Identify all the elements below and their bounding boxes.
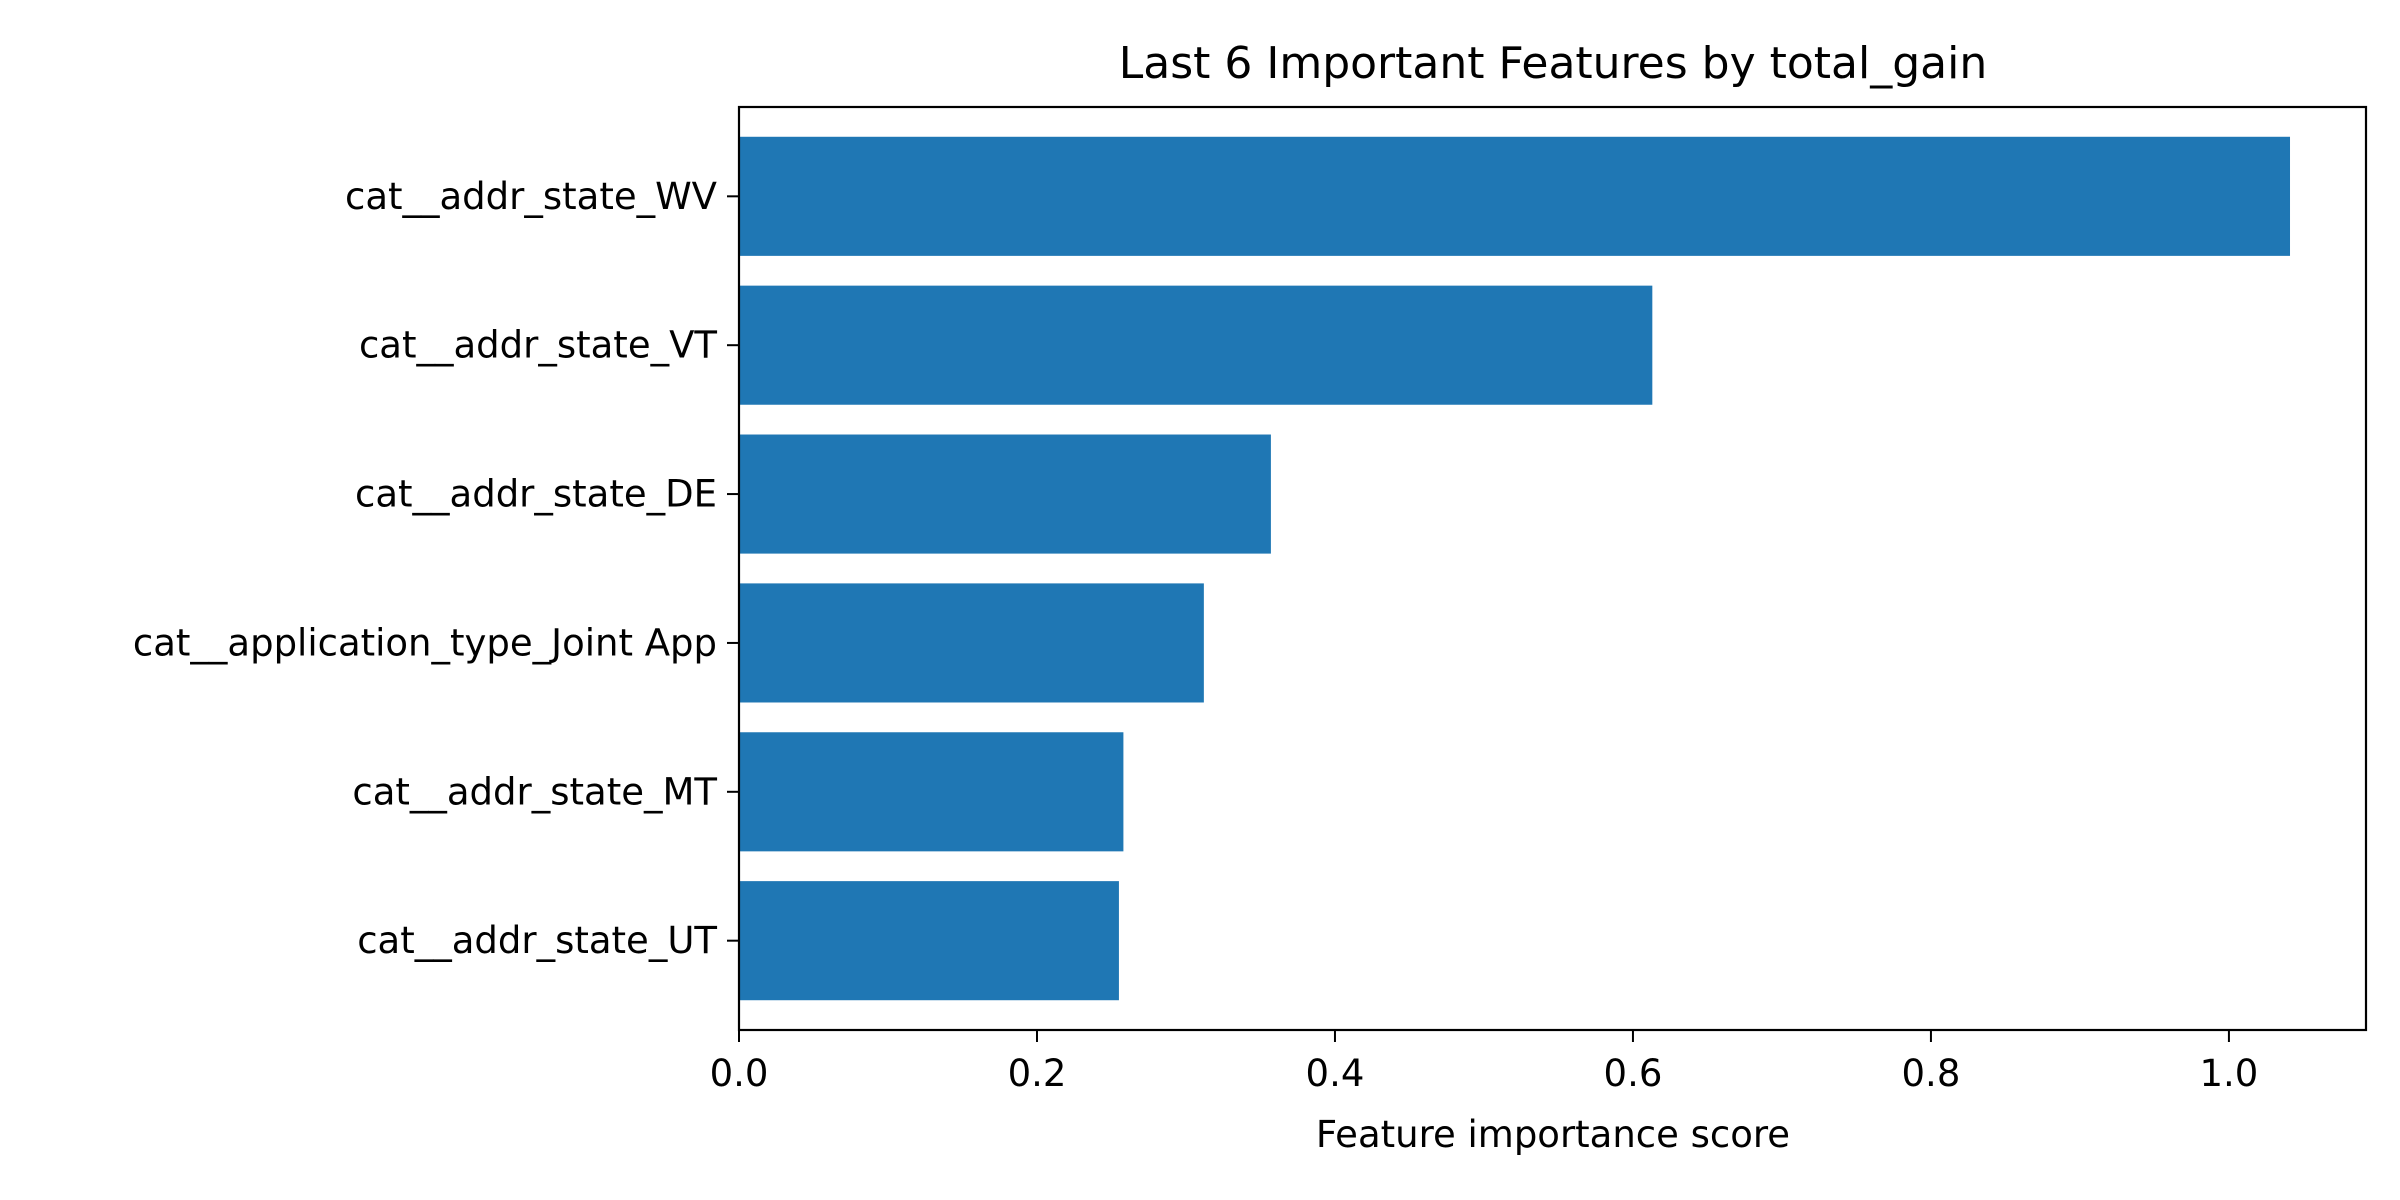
- bar-1: [739, 285, 1653, 405]
- x-tick-label: 0.6: [1604, 1052, 1663, 1095]
- y-tick-label: cat__application_type_Joint App: [133, 621, 717, 664]
- y-axis-ticks: cat__addr_state_WV cat__addr_state_VT cat_…: [133, 175, 739, 962]
- chart-title: Last 6 Important Features by total_gain: [1119, 38, 1987, 89]
- bar-5: [739, 881, 1119, 1001]
- bar-4: [739, 732, 1124, 852]
- y-tick-label: cat__addr_state_VT: [359, 324, 717, 367]
- bar-3: [739, 583, 1204, 703]
- y-tick-label: cat__addr_state_UT: [357, 919, 717, 962]
- x-tick-label: 0.4: [1306, 1052, 1365, 1095]
- x-axis-ticks: 0.0 0.2 0.4 0.6 0.8 1.0: [710, 1030, 2259, 1095]
- x-axis-label: Feature importance score: [1316, 1113, 1790, 1156]
- bar-0: [739, 136, 2291, 256]
- bars-layer: [739, 136, 2291, 1001]
- y-tick-label: cat__addr_state_WV: [345, 175, 717, 218]
- y-tick-label: cat__addr_state_DE: [355, 473, 717, 516]
- plot-area-frame: [737, 105, 2368, 1032]
- x-tick-label: 0.0: [710, 1052, 769, 1095]
- x-tick-label: 1.0: [2200, 1052, 2259, 1095]
- bar-2: [739, 434, 1271, 554]
- x-tick-label: 0.2: [1008, 1052, 1067, 1095]
- x-tick-label: 0.8: [1902, 1052, 1961, 1095]
- y-tick-label: cat__addr_state_MT: [352, 770, 717, 813]
